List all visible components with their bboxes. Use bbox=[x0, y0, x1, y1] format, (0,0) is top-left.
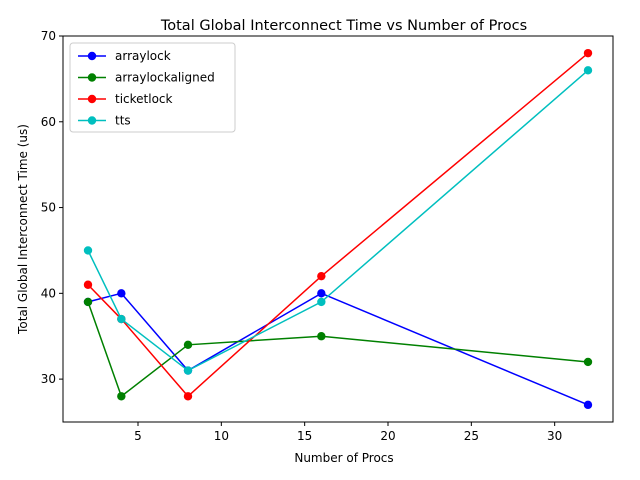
data-point-ticketlock bbox=[83, 280, 93, 289]
chart-title: Total Global Interconnect Time vs Number… bbox=[160, 18, 527, 34]
data-point-arraylock bbox=[583, 400, 593, 410]
data-point-tts bbox=[183, 366, 193, 375]
legend-marker-ticketlock bbox=[87, 94, 97, 104]
plot-area: 5 10 15 20 25 30 30 40 50 60 70 arraylock arraylocka… bbox=[41, 29, 614, 443]
y-tick-label: 30 bbox=[41, 372, 56, 386]
x-tick-label: 10 bbox=[214, 429, 229, 443]
data-point-arraylock bbox=[317, 289, 326, 298]
series-line-arraylock bbox=[87, 292, 589, 406]
x-axis-label: Number of Procs bbox=[294, 451, 393, 465]
legend-marker-arraylock bbox=[87, 51, 97, 61]
data-point-arraylock bbox=[117, 289, 126, 298]
data-point-ticketlock bbox=[317, 271, 326, 281]
y-axis-label: Total Global Interconnect Time (us) bbox=[16, 124, 30, 335]
legend-box bbox=[69, 42, 236, 133]
x-tick-label: 15 bbox=[297, 429, 312, 443]
data-point-tts bbox=[117, 314, 126, 324]
y-tick-label: 70 bbox=[41, 29, 56, 43]
data-point-tts bbox=[317, 297, 326, 307]
axes-frame bbox=[62, 35, 614, 423]
y-tick-label: 40 bbox=[41, 286, 56, 300]
legend-label-ticketlock: ticketlock bbox=[115, 92, 173, 106]
data-point-arraylockaligned bbox=[317, 332, 326, 341]
legend-label-tts: tts bbox=[115, 114, 131, 128]
y-tick-label: 50 bbox=[41, 201, 56, 215]
data-point-ticketlock bbox=[183, 392, 193, 401]
x-tick-label: 5 bbox=[134, 429, 142, 443]
x-tick-label: 25 bbox=[464, 429, 479, 443]
legend-label-arraylock: arraylock bbox=[115, 49, 171, 63]
data-point-arraylockaligned bbox=[583, 357, 593, 367]
y-tick-label: 60 bbox=[41, 115, 56, 129]
x-tick-label: 20 bbox=[380, 429, 395, 443]
series-line-arraylockaligned bbox=[87, 301, 589, 398]
data-point-arraylockaligned bbox=[117, 392, 126, 401]
data-point-arraylockaligned bbox=[83, 297, 93, 307]
legend-label-arraylockaligned: arraylockaligned bbox=[115, 71, 215, 85]
data-point-tts bbox=[83, 246, 93, 255]
data-point-arraylockaligned bbox=[183, 340, 193, 349]
legend-marker-tts bbox=[87, 116, 97, 125]
legend-marker-arraylockaligned bbox=[87, 73, 97, 82]
x-tick-label: 30 bbox=[547, 429, 562, 443]
data-point-ticketlock bbox=[583, 48, 593, 58]
data-point-tts bbox=[583, 66, 593, 75]
